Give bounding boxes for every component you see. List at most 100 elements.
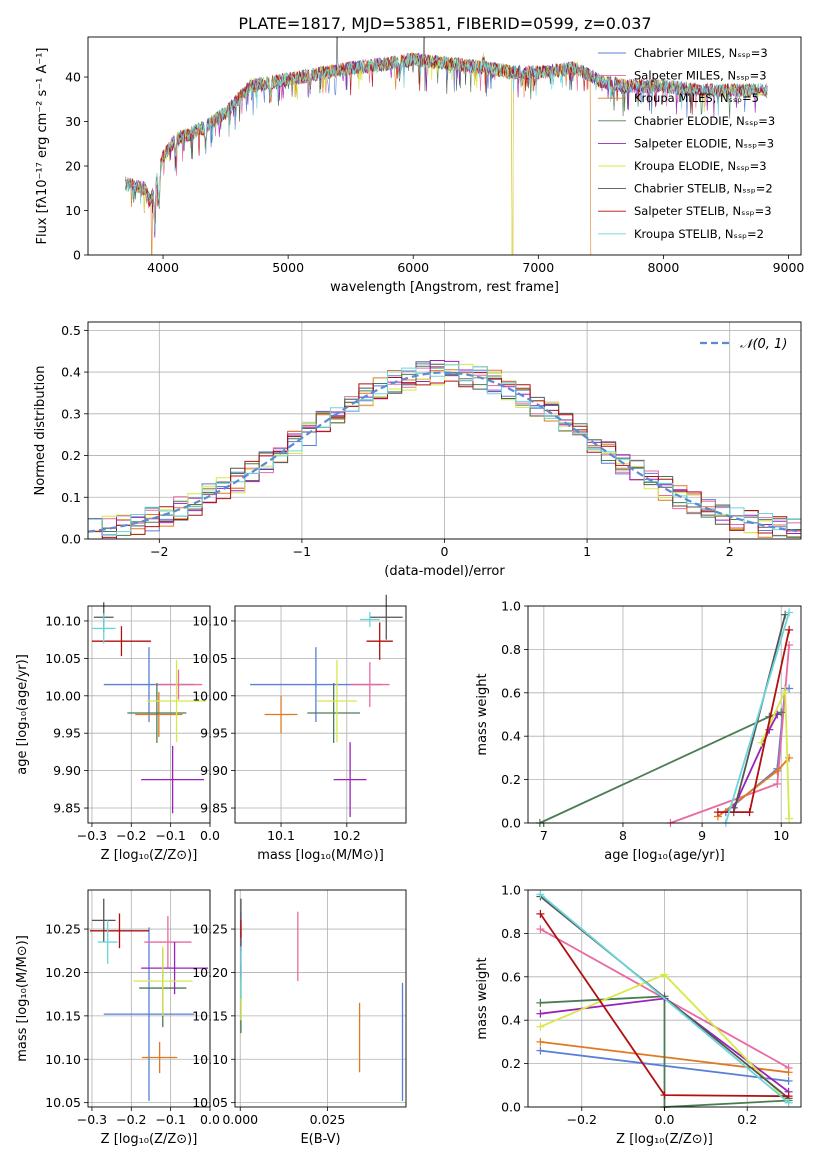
y-tick-label: 0.2: [61, 448, 81, 463]
y-tick-label: 10.15: [45, 1008, 81, 1023]
x-tick-label: −0.3: [77, 828, 107, 843]
x-tick-label: 0.0: [200, 1112, 220, 1127]
weight-age-panel: 7 8 9 10 0.0 0.2 0.4 0.6 0.8 1.0 age [log₁₀(age/yr…: [475, 599, 802, 863]
axes-frame: [87, 36, 802, 256]
spectrum-panel: 4000 5000 6000 7000 8000 9000 0 10 20 30 40 wavelen…: [35, 36, 805, 295]
y-tick-label: 0.8: [501, 642, 521, 657]
x-tick-label: 0: [441, 544, 449, 559]
x-tick-label: −2: [150, 544, 168, 559]
x-tick-label: 1: [583, 544, 591, 559]
x-tick-label: −0.1: [155, 828, 185, 843]
y-tick-label: 0.1: [61, 490, 81, 505]
y-tick-label: 10.10: [45, 1052, 81, 1067]
y-tick-label: 10.25: [192, 922, 228, 937]
y-tick-label: 0.0: [501, 1100, 521, 1115]
y-tick-label: 10.25: [45, 922, 81, 937]
y-tick-label: 9.90: [53, 763, 81, 778]
y-tick-label: 10.05: [192, 651, 228, 666]
legend-label: Chabrier STELIB, Nₛₛₚ=2: [634, 182, 773, 196]
x-axis-label: E(B-V): [300, 1132, 340, 1147]
y-tick-label: 0: [73, 248, 81, 263]
x-tick-label: 5000: [272, 260, 304, 275]
y-tick-label: 10.10: [192, 1052, 228, 1067]
y-tick-label: 9.90: [200, 763, 228, 778]
axes-frame: [527, 605, 802, 824]
y-axis-label: Flux [fλ10⁻¹⁷ erg cm⁻² s⁻¹ A⁻¹]: [35, 48, 50, 245]
x-axis-label: wavelength [Angstrom, rest frame]: [330, 280, 559, 295]
axes-frame: [87, 605, 211, 824]
y-tick-label: 0.4: [501, 729, 521, 744]
legend-label: 𝒩(0, 1): [740, 337, 787, 352]
x-tick-label: 0.000: [222, 1112, 258, 1127]
y-tick-label: 0.2: [501, 1056, 521, 1071]
y-tick-label: 9.95: [53, 726, 81, 741]
x-tick-label: 6000: [397, 260, 429, 275]
x-tick-label: 2: [726, 544, 734, 559]
x-tick-label: −0.2: [116, 828, 146, 843]
y-tick-label: 10.05: [45, 651, 81, 666]
histogram-series: [88, 364, 801, 536]
y-tick-label: 10.05: [45, 1095, 81, 1110]
y-tick-label: 9.85: [53, 801, 81, 816]
x-tick-label: −0.1: [155, 1112, 185, 1127]
x-axis-label: Z [log₁₀(Z/Z⊙)]: [616, 1132, 713, 1147]
y-tick-label: 10.20: [192, 965, 228, 980]
y-tick-label: 10.05: [192, 1095, 228, 1110]
legend-label: Kroupa STELIB, Nₛₛₚ=2: [634, 227, 764, 241]
y-tick-label: 10.10: [45, 613, 81, 628]
y-tick-label: 9.95: [200, 726, 228, 741]
y-tick-label: 0.3: [61, 406, 81, 421]
y-tick-label: 0.4: [61, 365, 81, 380]
axes-frame: [234, 889, 407, 1108]
y-tick-label: 10.10: [192, 613, 228, 628]
spectrum-series-line: [125, 52, 768, 238]
y-tick-label: 10.00: [192, 688, 228, 703]
residuals-panel: −2 −1 0 1 2 0.0 0.1 0.2 0.3 0.4 0.5 (data-model)/er…: [33, 321, 802, 579]
y-tick-label: 0.6: [501, 969, 521, 984]
x-tick-label: −0.3: [77, 1112, 107, 1127]
histogram-series: [88, 372, 801, 538]
legend-label: Chabrier ELODIE, Nₛₛₚ=3: [634, 114, 775, 128]
y-tick-label: 0.2: [501, 772, 521, 787]
x-tick-label: −0.2: [567, 1112, 597, 1127]
weight-series-line: [540, 995, 789, 1108]
legend-label: Chabrier MILES, Nₛₛₚ=3: [634, 46, 768, 60]
y-tick-label: 1.0: [501, 883, 521, 898]
spectrum-title: PLATE=1817, MJD=53851, FIBERID=0599, z=0…: [238, 14, 651, 33]
legend-label: Salpeter ELODIE, Nₛₛₚ=3: [634, 136, 774, 150]
legend-label: Kroupa MILES, Nₛₛₚ=5: [634, 91, 759, 105]
legend-label: Salpeter MILES, Nₛₛₚ=3: [634, 69, 767, 83]
legend-label: Kroupa ELODIE, Nₛₛₚ=3: [634, 159, 767, 173]
x-tick-label: −0.2: [116, 1112, 146, 1127]
y-tick-label: 10.20: [45, 965, 81, 980]
x-tick-label: 10: [773, 828, 789, 843]
x-tick-label: 7000: [522, 260, 554, 275]
x-tick-label: 4000: [147, 260, 179, 275]
y-tick-label: 10: [65, 203, 81, 218]
x-axis-label: mass [log₁₀(M/M⊙)]: [257, 848, 384, 863]
weight-series-line: [717, 629, 790, 813]
x-tick-label: 9000: [773, 260, 805, 275]
y-axis-label: mass weight: [475, 673, 490, 755]
x-tick-label: 0.025: [310, 1112, 346, 1127]
normal-curve: [88, 371, 801, 533]
x-tick-label: 8: [619, 828, 627, 843]
weight-series-line: [539, 893, 790, 1104]
y-tick-label: 10.00: [45, 688, 81, 703]
y-tick-label: 1.0: [501, 599, 521, 614]
weight-series-line: [724, 612, 790, 824]
x-tick-label: 10.2: [333, 828, 361, 843]
age-mass-panel: 10.1 10.2 9.85 9.90 9.95 10.00 10.05 10.10 mass …: [192, 594, 407, 863]
y-tick-label: 0.4: [501, 1013, 521, 1028]
x-tick-label: 0.0: [200, 828, 220, 843]
y-tick-label: 10.15: [192, 1008, 228, 1023]
axes-frame: [234, 605, 407, 824]
y-tick-label: 0.5: [61, 323, 81, 338]
x-tick-label: 0.2: [737, 1112, 757, 1127]
y-axis-label: Normed distribution: [33, 366, 48, 496]
y-axis-label: mass weight: [475, 957, 490, 1039]
x-axis-label: age [log₁₀(age/yr)]: [604, 848, 725, 863]
mass-ebv-panel: 0.000 0.025 10.05 10.10 10.15 10.20 10.25 E(B-V…: [192, 889, 407, 1147]
histograms: [88, 360, 801, 539]
